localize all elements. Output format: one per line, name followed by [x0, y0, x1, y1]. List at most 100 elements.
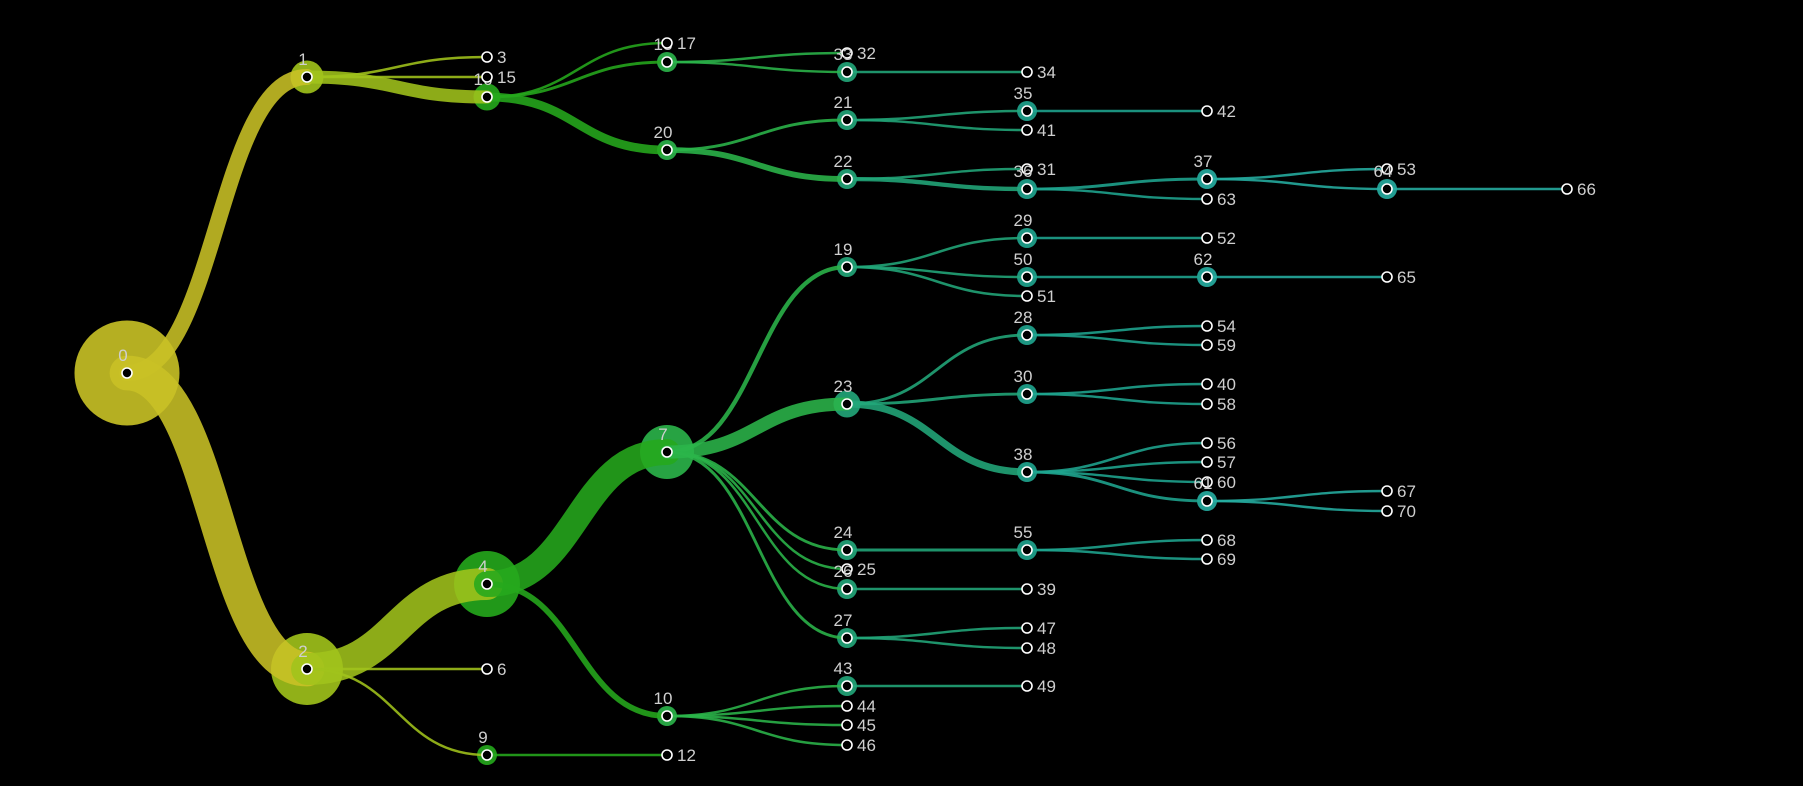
tree-link-4-10: [484, 581, 670, 719]
tree-node-9: [481, 749, 493, 761]
node-label-26: 26: [834, 562, 853, 581]
tree-node-12: [661, 749, 673, 761]
node-label-35: 35: [1014, 84, 1033, 103]
tree-node-53: [1381, 163, 1393, 175]
tree-link-23-30: [845, 392, 1029, 406]
tree-node-44: [841, 700, 853, 712]
tree-link-19-51: [845, 265, 1029, 298]
node-label-29: 29: [1014, 211, 1033, 230]
tree-node-6: [481, 663, 493, 675]
tree-node-51: [1021, 290, 1033, 302]
tree-node-45: [841, 719, 853, 731]
node-label-63: 63: [1217, 190, 1236, 209]
tree-node-0: [121, 367, 133, 379]
tree-node-64: [1381, 183, 1393, 195]
tree-links: [109, 41, 1569, 757]
tree-node-22: [841, 173, 853, 185]
tree-node-68: [1201, 534, 1213, 546]
tree-node-58: [1201, 398, 1213, 410]
node-label-33: 33: [834, 45, 853, 64]
tree-link-4-7: [473, 438, 681, 598]
node-label-42: 42: [1217, 102, 1236, 121]
node-label-9: 9: [478, 728, 487, 747]
tree-link-16-20: [482, 92, 672, 155]
tree-node-54: [1201, 320, 1213, 332]
node-label-37: 37: [1194, 152, 1213, 171]
node-label-36: 36: [1014, 162, 1033, 181]
node-label-53: 53: [1397, 160, 1416, 179]
tree-link-7-27: [665, 450, 849, 640]
node-label-40: 40: [1217, 375, 1236, 394]
tree-node-28: [1021, 329, 1033, 341]
tree-node-65: [1381, 271, 1393, 283]
node-label-30: 30: [1014, 367, 1033, 386]
tree-node-46: [841, 739, 853, 751]
tree-link-23-38: [843, 400, 1031, 476]
tree-node-61: [1201, 495, 1213, 507]
tree-link-21-35: [845, 109, 1029, 122]
tree-link-22-36: [844, 176, 1030, 192]
tree-node-50: [1021, 271, 1033, 283]
node-label-7: 7: [658, 425, 667, 444]
node-label-12: 12: [677, 746, 696, 765]
tree-link-2-4: [291, 568, 503, 685]
tree-node-26: [841, 583, 853, 595]
tree-link-2-9: [305, 667, 489, 757]
tree-node-27: [841, 632, 853, 644]
node-label-68: 68: [1217, 531, 1236, 550]
tree-node-47: [1021, 622, 1033, 634]
tree-node-30: [1021, 388, 1033, 400]
tree-node-52: [1201, 232, 1213, 244]
tree-node-19: [841, 261, 853, 273]
tree-link-38-61: [1025, 470, 1209, 503]
tree-node-35: [1021, 105, 1033, 117]
node-label-62: 62: [1194, 250, 1213, 269]
tree-link-23-28: [845, 333, 1029, 406]
tree-node-3: [481, 51, 493, 63]
tree-node-37: [1201, 173, 1213, 185]
tree-link-1-16: [300, 70, 494, 104]
tree-link-19-29: [845, 236, 1029, 269]
tree-node-20: [661, 144, 673, 156]
tree-link-55-68: [1025, 538, 1209, 552]
tree-node-62: [1201, 271, 1213, 283]
node-label-69: 69: [1217, 550, 1236, 569]
tree-link-37-64: [1205, 177, 1389, 191]
node-label-19: 19: [834, 240, 853, 259]
tree-link-36-37: [1025, 177, 1209, 191]
tree-node-24: [841, 544, 853, 556]
node-label-28: 28: [1014, 308, 1033, 327]
node-label-51: 51: [1037, 287, 1056, 306]
node-label-54: 54: [1217, 317, 1236, 336]
node-label-65: 65: [1397, 268, 1416, 287]
node-label-25: 25: [857, 560, 876, 579]
tree-link-37-53: [1205, 167, 1389, 181]
tree-link-0-2: [109, 355, 325, 687]
tree-node-1: [301, 71, 313, 83]
tree-link-7-25: [665, 450, 849, 571]
node-label-50: 50: [1014, 250, 1033, 269]
tree-node-60: [1201, 476, 1213, 488]
node-label-20: 20: [654, 123, 673, 142]
node-label-21: 21: [834, 93, 853, 112]
node-label-10: 10: [654, 689, 673, 708]
tree-link-27-47: [845, 626, 1029, 640]
node-label-45: 45: [857, 716, 876, 735]
tree-node-36: [1021, 183, 1033, 195]
node-label-2: 2: [298, 642, 307, 661]
node-label-57: 57: [1217, 453, 1236, 472]
node-label-22: 22: [834, 152, 853, 171]
tree-link-7-23: [660, 397, 854, 459]
tree-node-40: [1201, 378, 1213, 390]
node-label-31: 31: [1037, 160, 1056, 179]
node-label-41: 41: [1037, 121, 1056, 140]
tree-node-63: [1201, 193, 1213, 205]
node-label-32: 32: [857, 44, 876, 63]
tree-node-59: [1201, 339, 1213, 351]
node-label-64: 64: [1374, 162, 1393, 181]
tree-node-4: [481, 578, 493, 590]
tree-node-70: [1381, 505, 1393, 517]
node-label-34: 34: [1037, 63, 1056, 82]
node-label-1: 1: [298, 50, 307, 69]
tree-node-31: [1021, 163, 1033, 175]
